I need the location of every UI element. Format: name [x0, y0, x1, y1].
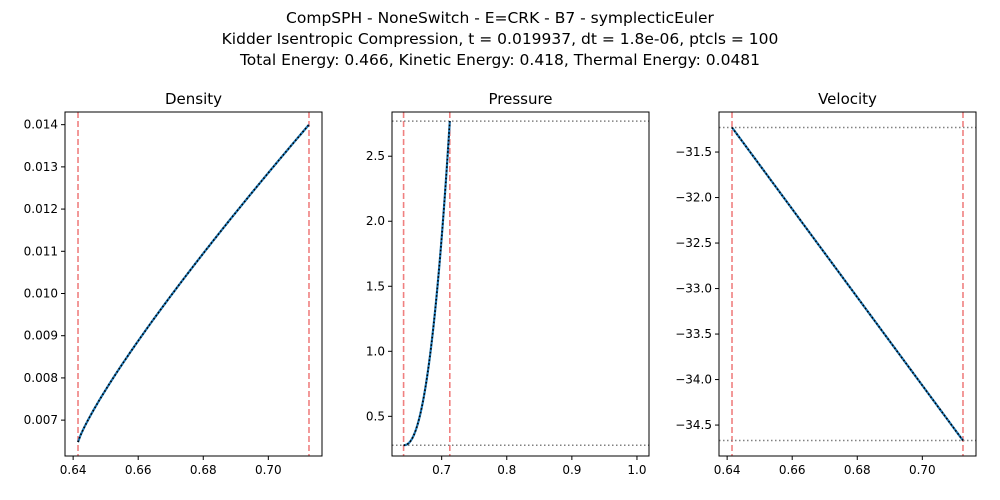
density-x-tick-label: 0.68: [190, 463, 217, 477]
figure-title: CompSPH - NoneSwitch - E=CRK - B7 - symp…: [222, 9, 779, 69]
density-y-tick-label: 0.010: [24, 286, 58, 300]
density-data-series: [76, 123, 310, 443]
figure-title-line-3: Total Energy: 0.466, Kinetic Energy: 0.4…: [239, 51, 760, 69]
figure-title-line-1: CompSPH - NoneSwitch - E=CRK - B7 - symp…: [286, 9, 715, 27]
pressure-plot-area: [392, 112, 649, 456]
velocity-y-tick-label: −34.0: [675, 373, 712, 387]
pressure-x-tick-label: 0.9: [562, 463, 581, 477]
velocity-exact-series: [731, 126, 964, 442]
pressure-axes-frame: [391, 111, 650, 457]
density-y-tick-label: 0.014: [24, 118, 58, 132]
velocity-x-tick-label: 0.68: [844, 463, 871, 477]
velocity-y-tick-label: −32.5: [675, 236, 712, 250]
velocity-panel: Velocity 0.64 0.66 0.68 0.70 −34.5 −34.0 −33.5…: [675, 90, 977, 477]
velocity-plot-area: [719, 112, 976, 456]
velocity-x-tick-label: 0.70: [909, 463, 936, 477]
pressure-y-tick-label: 2.5: [366, 149, 385, 163]
figure-title-line-2: Kidder Isentropic Compression, t = 0.019…: [222, 30, 779, 48]
velocity-x-tick-label: 0.66: [779, 463, 806, 477]
density-x-tick-label: 0.64: [60, 463, 87, 477]
density-y-tick-label: 0.012: [24, 202, 58, 216]
pressure-y-tick-label: 1.0: [366, 344, 385, 358]
velocity-y-tick-label: −31.5: [675, 145, 712, 159]
density-x-tick-label: 0.66: [125, 463, 152, 477]
velocity-panel-title: Velocity: [818, 90, 877, 108]
pressure-y-tick-label: 2.0: [366, 214, 385, 228]
pressure-y-tick-label: 0.5: [366, 409, 385, 423]
velocity-y-tick-label: −33.5: [675, 327, 712, 341]
velocity-x-tick-label: 0.64: [714, 463, 741, 477]
pressure-panel-title: Pressure: [488, 90, 552, 108]
density-y-tick-label: 0.008: [24, 371, 58, 385]
density-y-tick-label: 0.011: [24, 244, 58, 258]
density-panel-title: Density: [165, 90, 222, 108]
density-y-tick-label: 0.007: [24, 413, 58, 427]
density-axes-frame: [64, 111, 323, 457]
pressure-x-tick-label: 1.0: [627, 463, 646, 477]
pressure-panel: Pressure 0.7 0.8 0.9 1.0 0.5 1.0 1.5 2.0 2.5: [366, 90, 650, 477]
velocity-y-tick-label: −34.5: [675, 418, 712, 432]
pressure-y-tick-label: 1.5: [366, 279, 385, 293]
pressure-exact-series: [403, 121, 451, 447]
velocity-axes-frame: [718, 111, 977, 457]
pressure-x-tick-label: 0.8: [497, 463, 516, 477]
velocity-y-tick-label: −33.0: [675, 282, 712, 296]
density-y-tick-label: 0.013: [24, 160, 58, 174]
density-panel: Density 0.64 0.66 0.68 0.70 0.007 0.008 0.009 0…: [24, 90, 323, 477]
velocity-y-tick-label: −32.0: [675, 191, 712, 205]
density-x-tick-label: 0.70: [255, 463, 282, 477]
density-y-tick-label: 0.009: [24, 329, 58, 343]
density-plot-area: [76, 112, 310, 456]
pressure-x-tick-label: 0.7: [432, 463, 451, 477]
